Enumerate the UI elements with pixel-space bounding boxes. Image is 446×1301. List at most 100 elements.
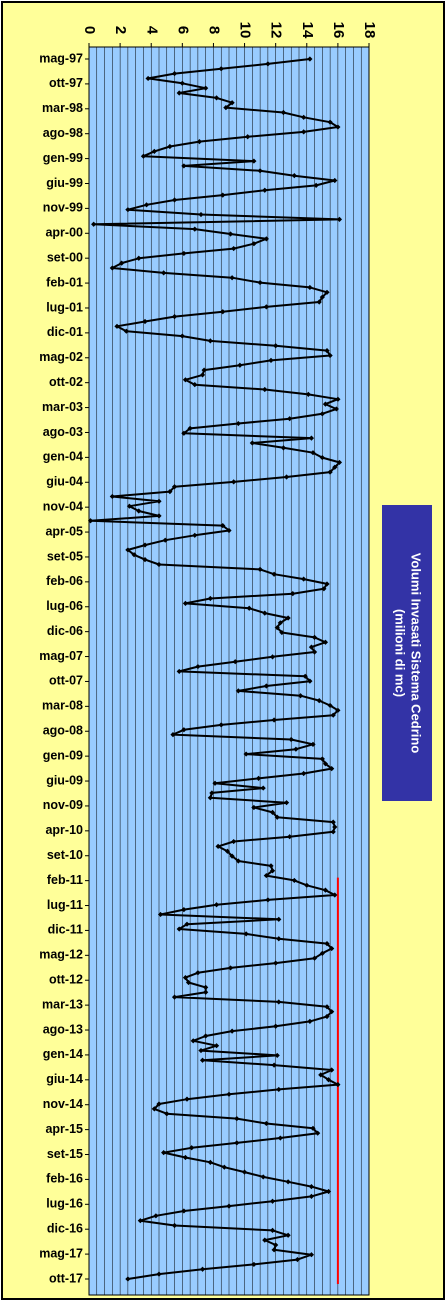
data-point-26	[313, 182, 319, 188]
data-point-92	[126, 503, 133, 509]
data-point-34	[91, 221, 97, 227]
data-point-137	[218, 722, 224, 728]
data-point-146	[329, 766, 335, 772]
data-point-46	[257, 279, 263, 286]
data-point-232	[308, 1184, 315, 1190]
x-tick-label-48: mag-17	[39, 1246, 83, 1260]
data-point-23	[257, 168, 263, 174]
data-point-111	[207, 595, 213, 602]
data-point-153	[283, 800, 290, 806]
data-point-191	[203, 984, 209, 990]
data-point-173	[265, 897, 271, 903]
data-point-4	[145, 75, 151, 82]
data-point-49	[319, 294, 325, 300]
data-point-188	[195, 970, 201, 976]
x-tick-label-25: ott-07	[49, 674, 83, 688]
data-point-197	[324, 1013, 330, 1020]
x-tick-label-39: ago-13	[43, 1022, 83, 1036]
data-point-193	[171, 994, 178, 1000]
data-point-98	[192, 532, 198, 538]
data-point-52	[220, 309, 226, 315]
data-point-121	[308, 644, 315, 650]
data-point-39	[231, 245, 237, 252]
data-point-239	[137, 1218, 143, 1224]
x-tick-label-23: dic-06	[47, 624, 83, 638]
data-point-225	[161, 1150, 167, 1156]
x-tick-label-43: apr-15	[45, 1122, 83, 1136]
x-tick-label-49: ott-17	[49, 1271, 83, 1285]
data-point-89	[167, 488, 173, 495]
data-point-24	[291, 173, 297, 179]
x-tick-label-17: giu-04	[46, 475, 83, 489]
data-point-209	[318, 1072, 324, 1078]
data-point-30	[143, 202, 150, 208]
data-point-56	[123, 328, 129, 334]
data-point-138	[181, 727, 187, 733]
data-point-132	[316, 697, 322, 704]
data-point-240	[171, 1222, 178, 1229]
data-point-61	[327, 352, 333, 359]
x-tick-label-37: ott-12	[49, 973, 83, 987]
data-point-204	[198, 1047, 204, 1054]
x-tick-label-31: apr-10	[45, 823, 83, 837]
y-tick-label-9: 18	[361, 22, 378, 39]
data-point-151	[209, 790, 215, 796]
x-tick-label-14: mar-03	[42, 400, 83, 414]
data-point-139	[170, 732, 176, 738]
data-point-86	[283, 474, 290, 480]
data-point-236	[226, 1203, 232, 1209]
x-tick-label-26: mar-08	[42, 699, 83, 713]
x-tick-label-46: lug-16	[46, 1197, 83, 1211]
data-point-210	[325, 1077, 332, 1083]
y-tick-label-3: 6	[174, 26, 191, 34]
data-point-162	[215, 843, 221, 850]
data-point-212	[276, 1086, 282, 1093]
data-point-238	[153, 1213, 159, 1219]
x-tick-label-15: ago-03	[43, 425, 83, 439]
data-point-123	[269, 654, 276, 660]
x-tick-label-22: lug-06	[46, 599, 83, 613]
data-point-227	[207, 1159, 213, 1165]
data-point-102	[131, 552, 137, 558]
data-point-251	[125, 1276, 131, 1282]
data-point-169	[291, 877, 297, 884]
data-point-207	[271, 1062, 277, 1068]
data-point-219	[263, 1120, 269, 1127]
data-point-96	[220, 523, 226, 529]
data-point-115	[285, 615, 291, 621]
data-point-29	[171, 197, 178, 203]
data-point-249	[199, 1266, 206, 1272]
x-tick-label-6: nov-99	[43, 201, 83, 215]
data-point-106	[271, 571, 277, 577]
x-tick-label-5: giu-99	[46, 176, 83, 190]
data-point-203	[213, 1043, 220, 1049]
data-point-170	[304, 882, 310, 888]
data-point-31	[125, 207, 131, 213]
x-tick-label-9: feb-01	[46, 275, 83, 289]
data-point-60	[324, 348, 330, 354]
data-point-40	[181, 250, 187, 257]
data-point-94	[156, 513, 162, 519]
x-tick-label-35: dic-11	[48, 923, 83, 937]
x-tick-label-42: nov-14	[43, 1097, 83, 1111]
data-point-154	[251, 804, 257, 811]
data-point-144	[319, 756, 325, 762]
data-point-97	[226, 527, 232, 534]
data-point-206	[199, 1057, 206, 1063]
data-point-214	[184, 1096, 190, 1102]
x-tick-label-11: dic-01	[47, 325, 83, 339]
data-point-130	[235, 688, 241, 694]
data-point-196	[329, 1009, 335, 1015]
data-point-166	[268, 863, 274, 869]
data-point-233	[325, 1188, 332, 1195]
data-point-38	[251, 241, 257, 247]
data-point-88	[171, 484, 178, 490]
data-point-160	[287, 834, 293, 840]
data-point-75	[235, 420, 241, 427]
x-tick-label-7: apr-00	[45, 226, 83, 240]
data-point-13	[327, 119, 333, 125]
data-point-202	[190, 1038, 196, 1044]
data-point-184	[319, 950, 325, 956]
data-point-235	[269, 1198, 276, 1204]
